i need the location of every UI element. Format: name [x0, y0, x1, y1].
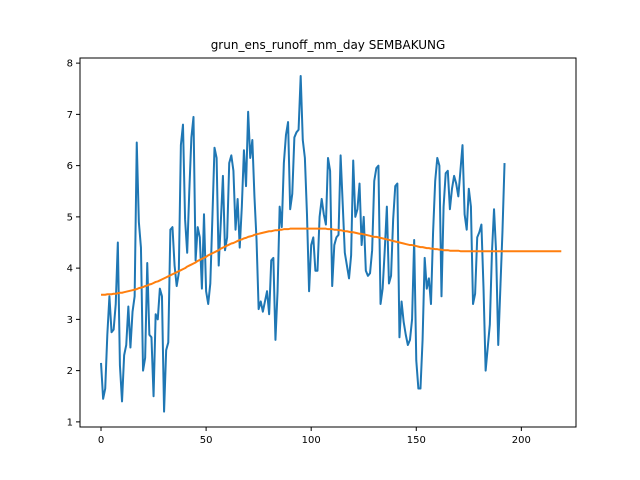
x-tick-label: 200	[512, 435, 531, 446]
series-line-1	[100, 74, 506, 413]
y-tick-label: 7	[67, 110, 73, 121]
chart-title: grun_ens_runoff_mm_day SEMBAKUNG	[211, 38, 446, 52]
series-line-2	[101, 227, 562, 296]
x-axis: 0 50 100 150 200	[98, 427, 531, 446]
x-tick-label: 150	[407, 435, 426, 446]
y-tick-label: 2	[67, 366, 73, 377]
x-tick-label: 50	[200, 435, 213, 446]
y-tick-label: 6	[67, 161, 73, 172]
y-tick-label: 4	[67, 264, 73, 275]
y-tick-label: 5	[67, 212, 73, 223]
y-tick-label: 3	[67, 315, 73, 326]
y-tick-label: 1	[67, 417, 73, 428]
y-axis: 1 2 3 4 5 6 7 8	[67, 59, 80, 428]
plot-area-frame	[79, 57, 577, 428]
x-tick-label: 0	[98, 435, 104, 446]
series-layer	[100, 74, 562, 413]
y-tick-label: 8	[67, 59, 73, 70]
x-tick-label: 100	[302, 435, 321, 446]
